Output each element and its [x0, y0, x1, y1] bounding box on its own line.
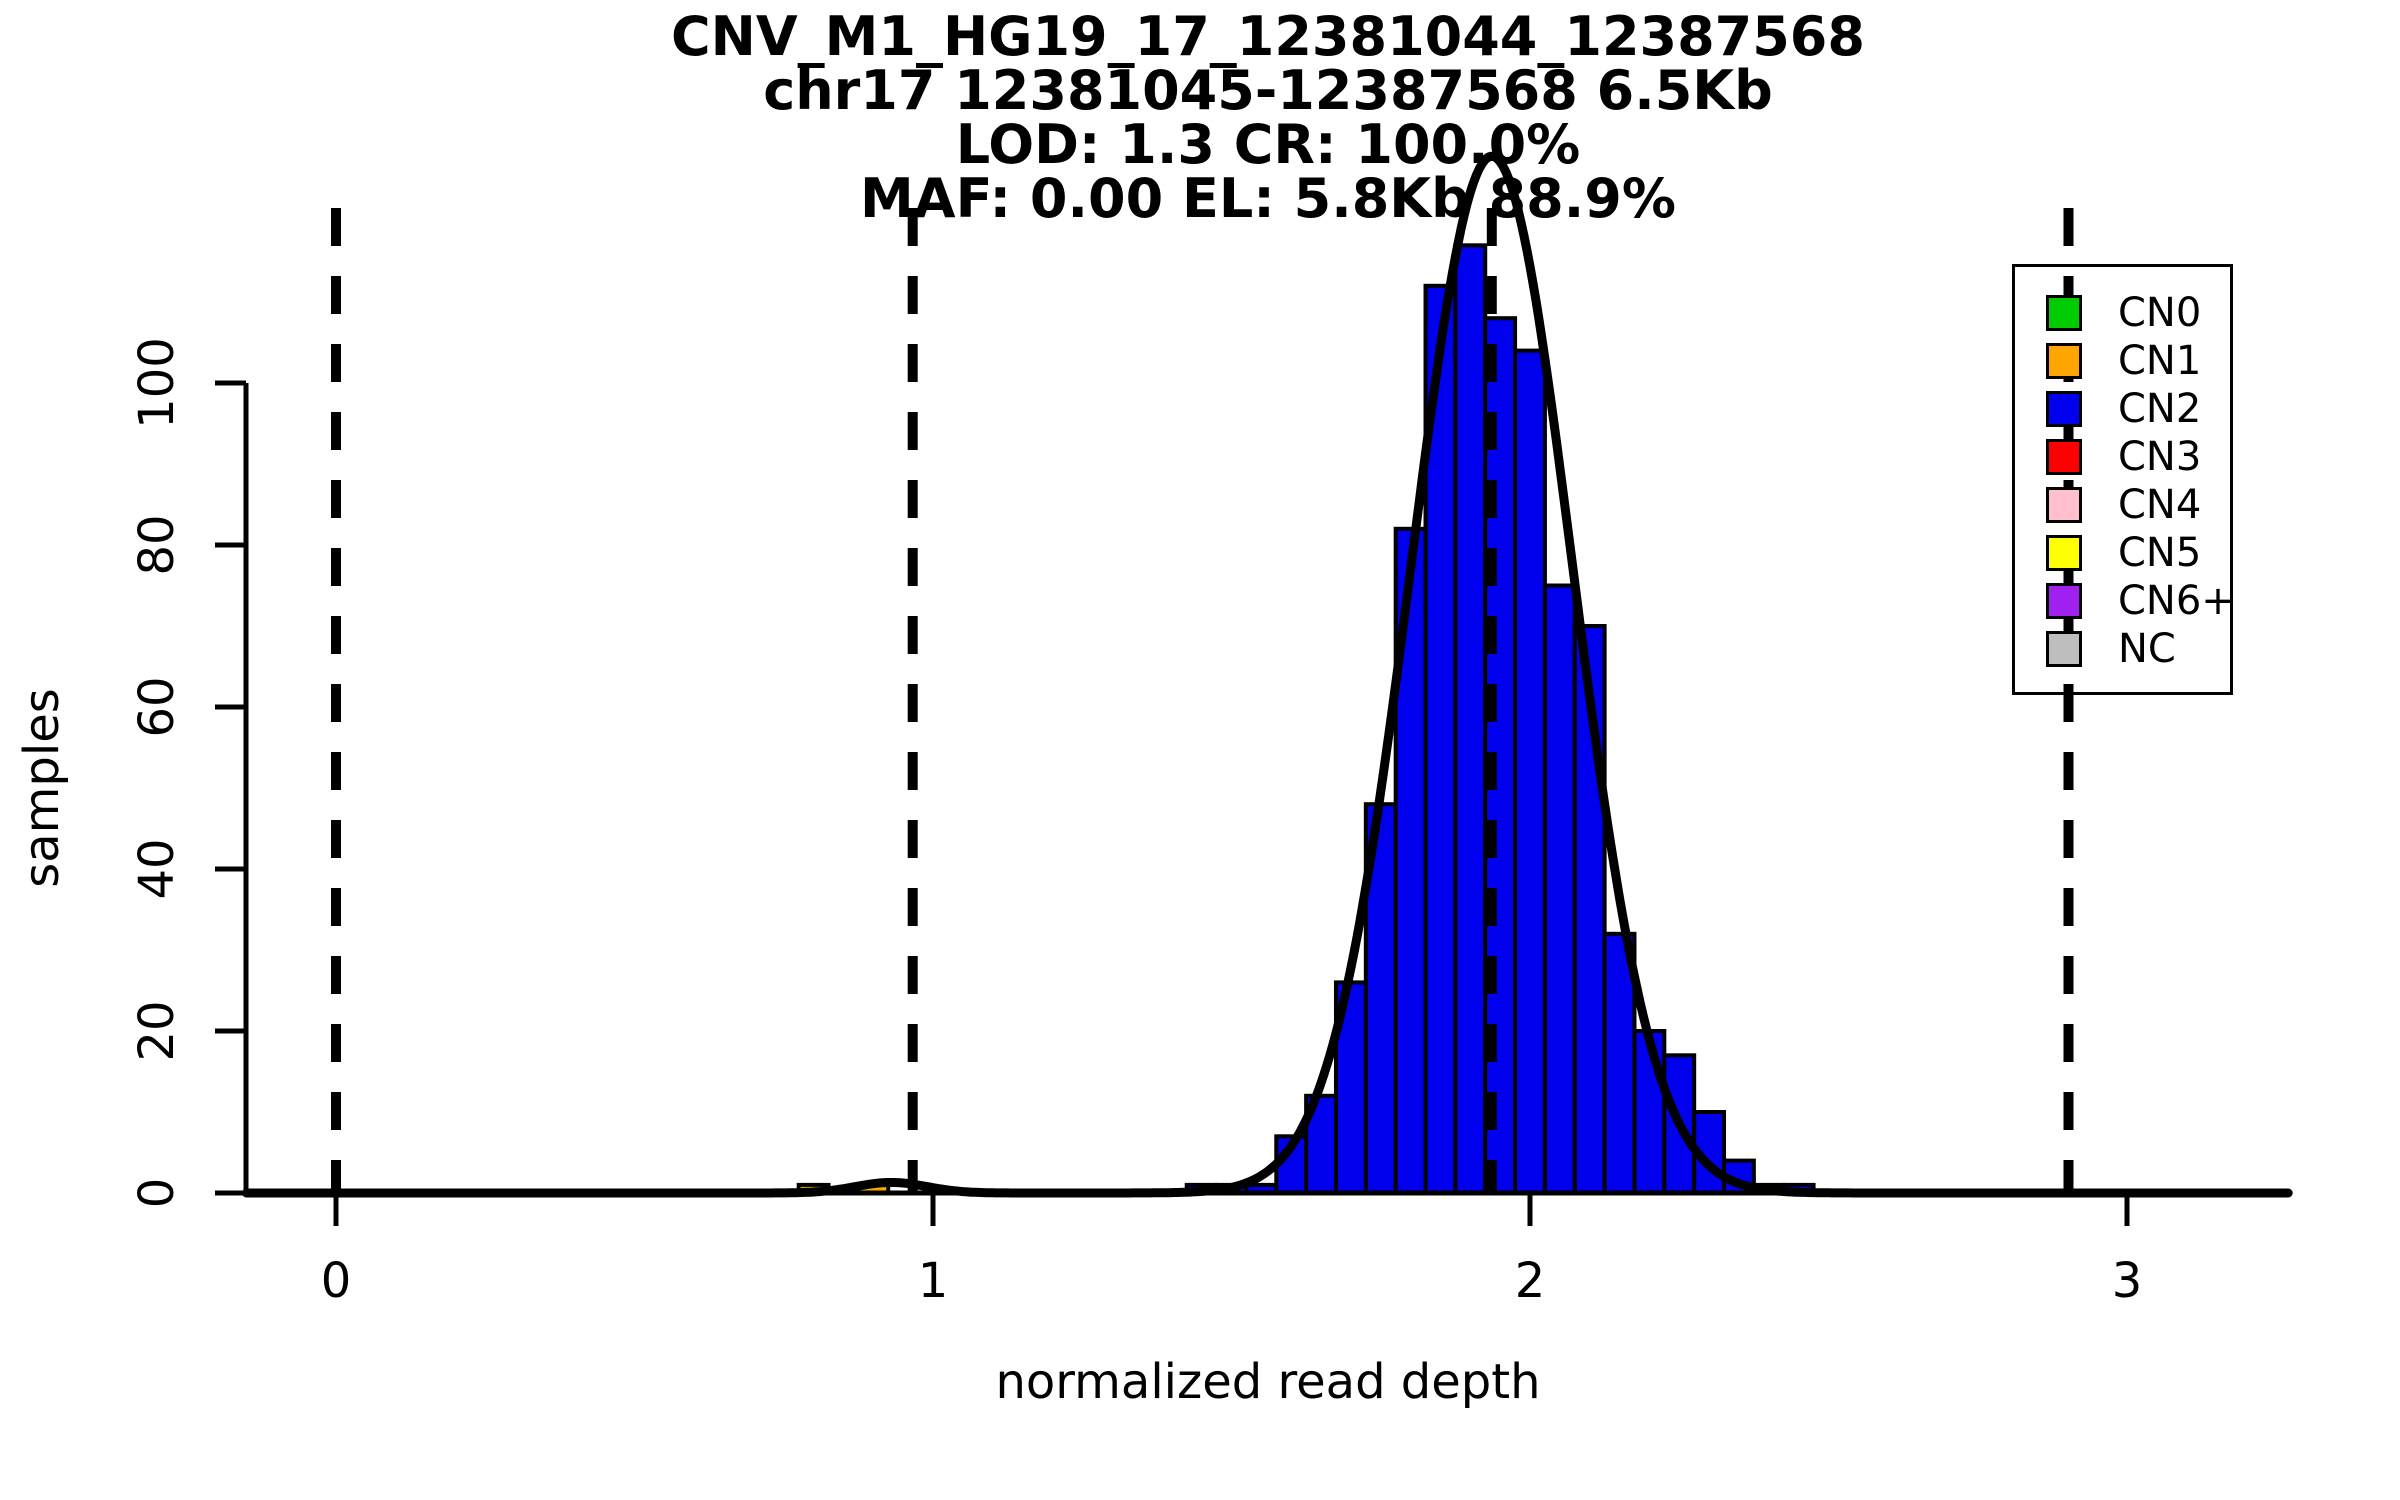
legend-item-label: CN6+: [2118, 578, 2235, 624]
legend-item-label: CN5: [2118, 530, 2202, 576]
legend-item-label: NC: [2118, 626, 2176, 672]
x-tick-label: 3: [2111, 1253, 2143, 1309]
density-curve: [241, 151, 2293, 1198]
histogram-bar: [1453, 243, 1488, 1196]
x-tick-label: 1: [917, 1253, 949, 1309]
legend-swatch-cn0: [2046, 295, 2082, 331]
legend-item-label: CN1: [2118, 338, 2202, 384]
y-tick-label: 20: [129, 1000, 185, 1062]
y-tick-label: 0: [129, 1177, 185, 1209]
legend-swatch-cn4: [2046, 487, 2082, 523]
legend-swatch-cn5: [2046, 535, 2082, 571]
title-line-2: chr17 12381045-12387568 6.5Kb: [763, 59, 1773, 122]
legend-item: CN6+: [2015, 577, 2235, 625]
legend-item: CN2: [2015, 385, 2230, 433]
x-axis-label: normalized read depth: [995, 1354, 1541, 1410]
legend-item: CN0: [2015, 289, 2230, 337]
y-axis-label: samples: [14, 688, 70, 888]
x-tick-label: 0: [320, 1253, 352, 1309]
y-tick-label: 40: [129, 838, 185, 900]
chart-title: CNV_M1_HG19_17_12381044_12387568 chr17 1…: [246, 10, 2290, 226]
x-tick-label: 2: [1514, 1253, 1546, 1309]
legend-item: CN3: [2015, 433, 2230, 481]
histogram-bar: [1393, 526, 1428, 1195]
legend-item: CN5: [2015, 529, 2230, 577]
legend-swatch-cn3: [2046, 439, 2082, 475]
legend-swatch-cn6: [2046, 583, 2082, 619]
legend-item-label: CN4: [2118, 482, 2202, 528]
legend-item-label: CN0: [2118, 290, 2202, 336]
histogram-bar: [1513, 348, 1547, 1196]
legend-swatch-cn2: [2046, 391, 2082, 427]
legend-item-label: CN3: [2118, 434, 2202, 480]
title-line-1: CNV_M1_HG19_17_12381044_12387568: [671, 5, 1865, 68]
y-tick-label: 60: [129, 676, 185, 738]
histogram-bar: [1542, 583, 1577, 1195]
legend-swatch-nc: [2046, 631, 2082, 667]
y-tick-label: 100: [129, 337, 185, 429]
title-line-4: MAF: 0.00 EL: 5.8Kb 88.9%: [860, 167, 1676, 230]
y-tick-label: 80: [129, 514, 185, 576]
legend: CN0 CN1 CN2 CN3 CN4 CN5 CN6+ NC: [2012, 264, 2235, 695]
legend-item: NC: [2015, 625, 2230, 673]
legend-item: CN4: [2015, 481, 2230, 529]
legend-item-label: CN2: [2118, 386, 2202, 432]
legend-item: CN1: [2015, 337, 2230, 385]
title-line-3: LOD: 1.3 CR: 100.0%: [955, 113, 1581, 176]
legend-swatch-cn1: [2046, 343, 2082, 379]
